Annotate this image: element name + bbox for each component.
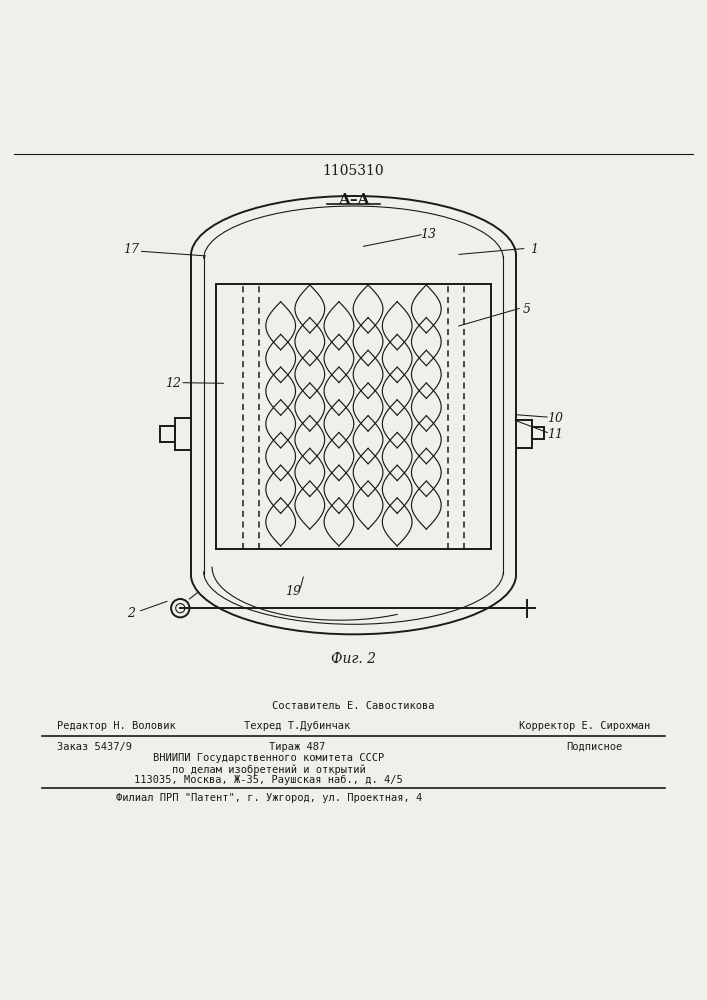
Text: 17: 17 [123, 243, 139, 256]
Text: Филиал ПРП "Патент", г. Ужгород, ул. Проектная, 4: Филиал ПРП "Патент", г. Ужгород, ул. Про… [115, 793, 422, 803]
Text: 5: 5 [522, 303, 531, 316]
Text: по делам изобретений и открытий: по делам изобретений и открытий [172, 764, 366, 775]
Text: 13: 13 [420, 228, 436, 241]
Text: 19: 19 [286, 585, 301, 598]
Text: A–A: A–A [338, 193, 369, 207]
Text: Подписное: Подписное [566, 742, 622, 752]
Text: Заказ 5437/9: Заказ 5437/9 [57, 742, 132, 752]
Bar [532, 427, 544, 439]
Text: 10: 10 [547, 412, 563, 425]
Text: 113035, Москва, Ж-35, Раушская наб., д. 4/5: 113035, Москва, Ж-35, Раушская наб., д. … [134, 775, 403, 785]
Text: 12: 12 [165, 377, 181, 390]
Text: Фиг. 2: Фиг. 2 [331, 652, 376, 666]
Text: Корректор Е. Сирохман: Корректор Е. Сирохман [519, 721, 650, 731]
Text: Тираж 487: Тираж 487 [269, 742, 325, 752]
Text: 2: 2 [127, 607, 135, 620]
Text: Составитель Е. Савостикова: Составитель Е. Савостикова [272, 701, 435, 711]
Text: 1: 1 [530, 243, 538, 256]
Bar [160, 426, 175, 442]
Text: 11: 11 [547, 428, 563, 441]
Text: 1105310: 1105310 [322, 164, 385, 178]
Text: ВНИИПИ Государственного комитета СССР: ВНИИПИ Государственного комитета СССР [153, 753, 385, 763]
Text: Техред Т.Дубинчак: Техред Т.Дубинчак [244, 720, 350, 731]
Text: Редактор Н. Воловик: Редактор Н. Воловик [57, 721, 175, 731]
